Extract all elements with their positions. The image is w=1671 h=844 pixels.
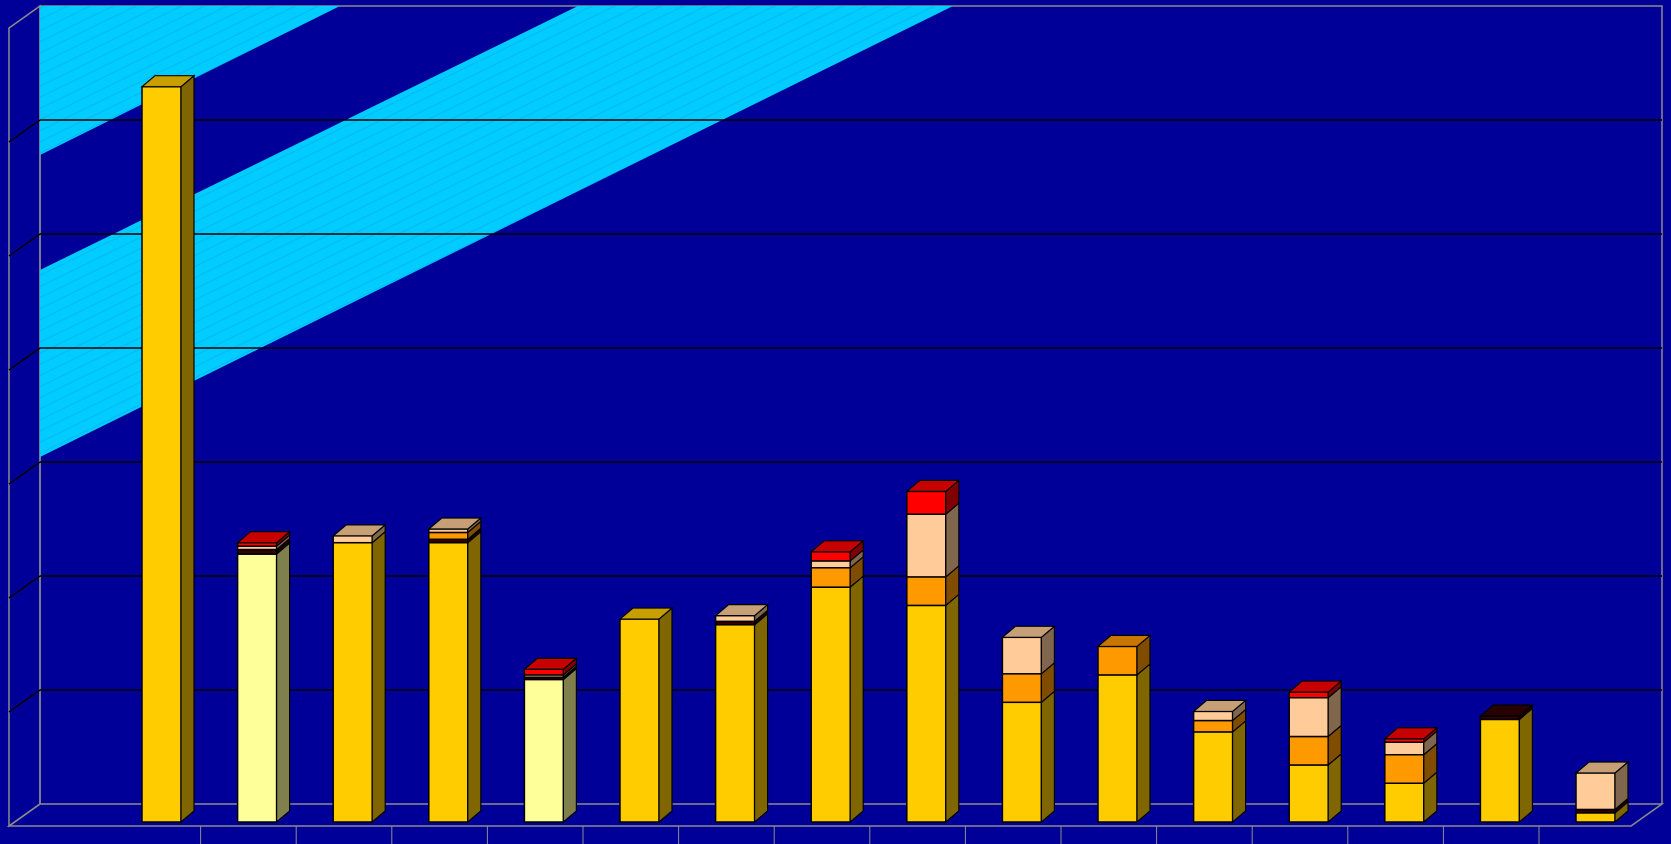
bar-segment-side [849,574,864,824]
bar-segment-side [1136,662,1151,824]
bar-segment [1288,691,1329,699]
bar-top [1383,727,1439,740]
bar-segment [906,576,947,607]
bar-segment [810,567,851,588]
bar-stack [809,539,865,824]
bar-stack [140,74,196,824]
bar-segment-side [945,593,960,824]
bar-stack [1191,699,1248,824]
bar-segment [810,551,851,562]
bar-stack [905,479,961,824]
bar-segment-side [180,74,195,824]
bar-stack [1478,703,1535,824]
bar-segment-side [276,541,291,824]
bar-stack [1000,625,1057,824]
bar-segment [1288,696,1329,738]
bar-segment-side [371,530,386,824]
gridline-wall [8,461,41,485]
bar-segment [810,586,851,823]
bar-stack [331,523,387,824]
bar-top [235,531,292,544]
bar-segment [714,624,756,823]
gridline-wall [8,575,41,599]
bar-top [140,75,196,88]
gridline-wall [8,347,41,371]
bar-segment [1575,812,1616,823]
bar-segment [1479,718,1521,823]
bar-top [522,657,579,670]
bar-segment [1288,735,1329,766]
bar-segment [1001,673,1043,704]
gridline-wall [8,119,41,143]
bar-segment [141,85,182,823]
bar-segment [1288,764,1329,823]
bar-segment [1097,674,1138,823]
bar-top [713,604,770,617]
bar-segment [906,490,947,515]
bar-segment [1001,701,1043,823]
bar-segment [1192,719,1234,733]
bar-top [1287,680,1343,693]
bars [140,74,1630,824]
bar-segment [1384,741,1425,756]
bar-segment [428,541,469,823]
gridline-wall [8,233,41,257]
bar-top [1574,761,1630,774]
stripe-lower [40,6,953,457]
bar-top [1000,625,1057,638]
bar-segment-side [1518,707,1534,824]
bar-segment-side [1040,690,1056,824]
bar-top [905,479,961,492]
bar-segment-side [1231,719,1247,824]
bar-stack [618,606,674,824]
bar-stack [1096,634,1152,824]
bar-segment [1384,753,1425,784]
bar-segment [236,553,278,823]
bar-stack [713,603,770,824]
x-axis [200,826,1540,844]
bar-segment-side [562,667,578,824]
bar-segment [523,668,565,676]
bar-segment-side [467,530,482,824]
bar-segment [1384,782,1425,823]
bar-top [1191,699,1248,713]
bar-stack [1574,760,1630,824]
bar-segment [906,604,947,823]
bar-stack [427,516,483,824]
bar-stack [235,530,292,824]
bar-segment [1097,645,1138,676]
bar-segment-side [945,501,960,579]
bar-segment [810,560,851,569]
bar-stack [522,656,579,824]
bar-segment [1575,772,1616,811]
bar-segment-side [1327,752,1342,824]
bar-top [1478,704,1535,717]
bar-stack [1383,726,1439,824]
bar-segment-side [753,612,769,824]
bar-top [1096,634,1152,648]
gridline-wall [8,689,41,713]
bar-top [427,517,483,530]
bar-segment [714,614,756,623]
bar-segment [906,513,947,578]
bar-top [618,607,674,620]
bar-segment-side [658,606,673,824]
bar-segment [332,535,373,544]
bar-segment [332,541,373,823]
bar-segment [523,678,565,823]
bar-top [809,540,865,553]
bar-segment [1192,710,1234,722]
bar-segment [1001,636,1043,675]
bar-stack [1287,679,1343,824]
bar-segment [619,618,660,823]
bar-top [331,524,387,537]
bar-segment [428,531,469,541]
bar-segment [1192,731,1234,823]
